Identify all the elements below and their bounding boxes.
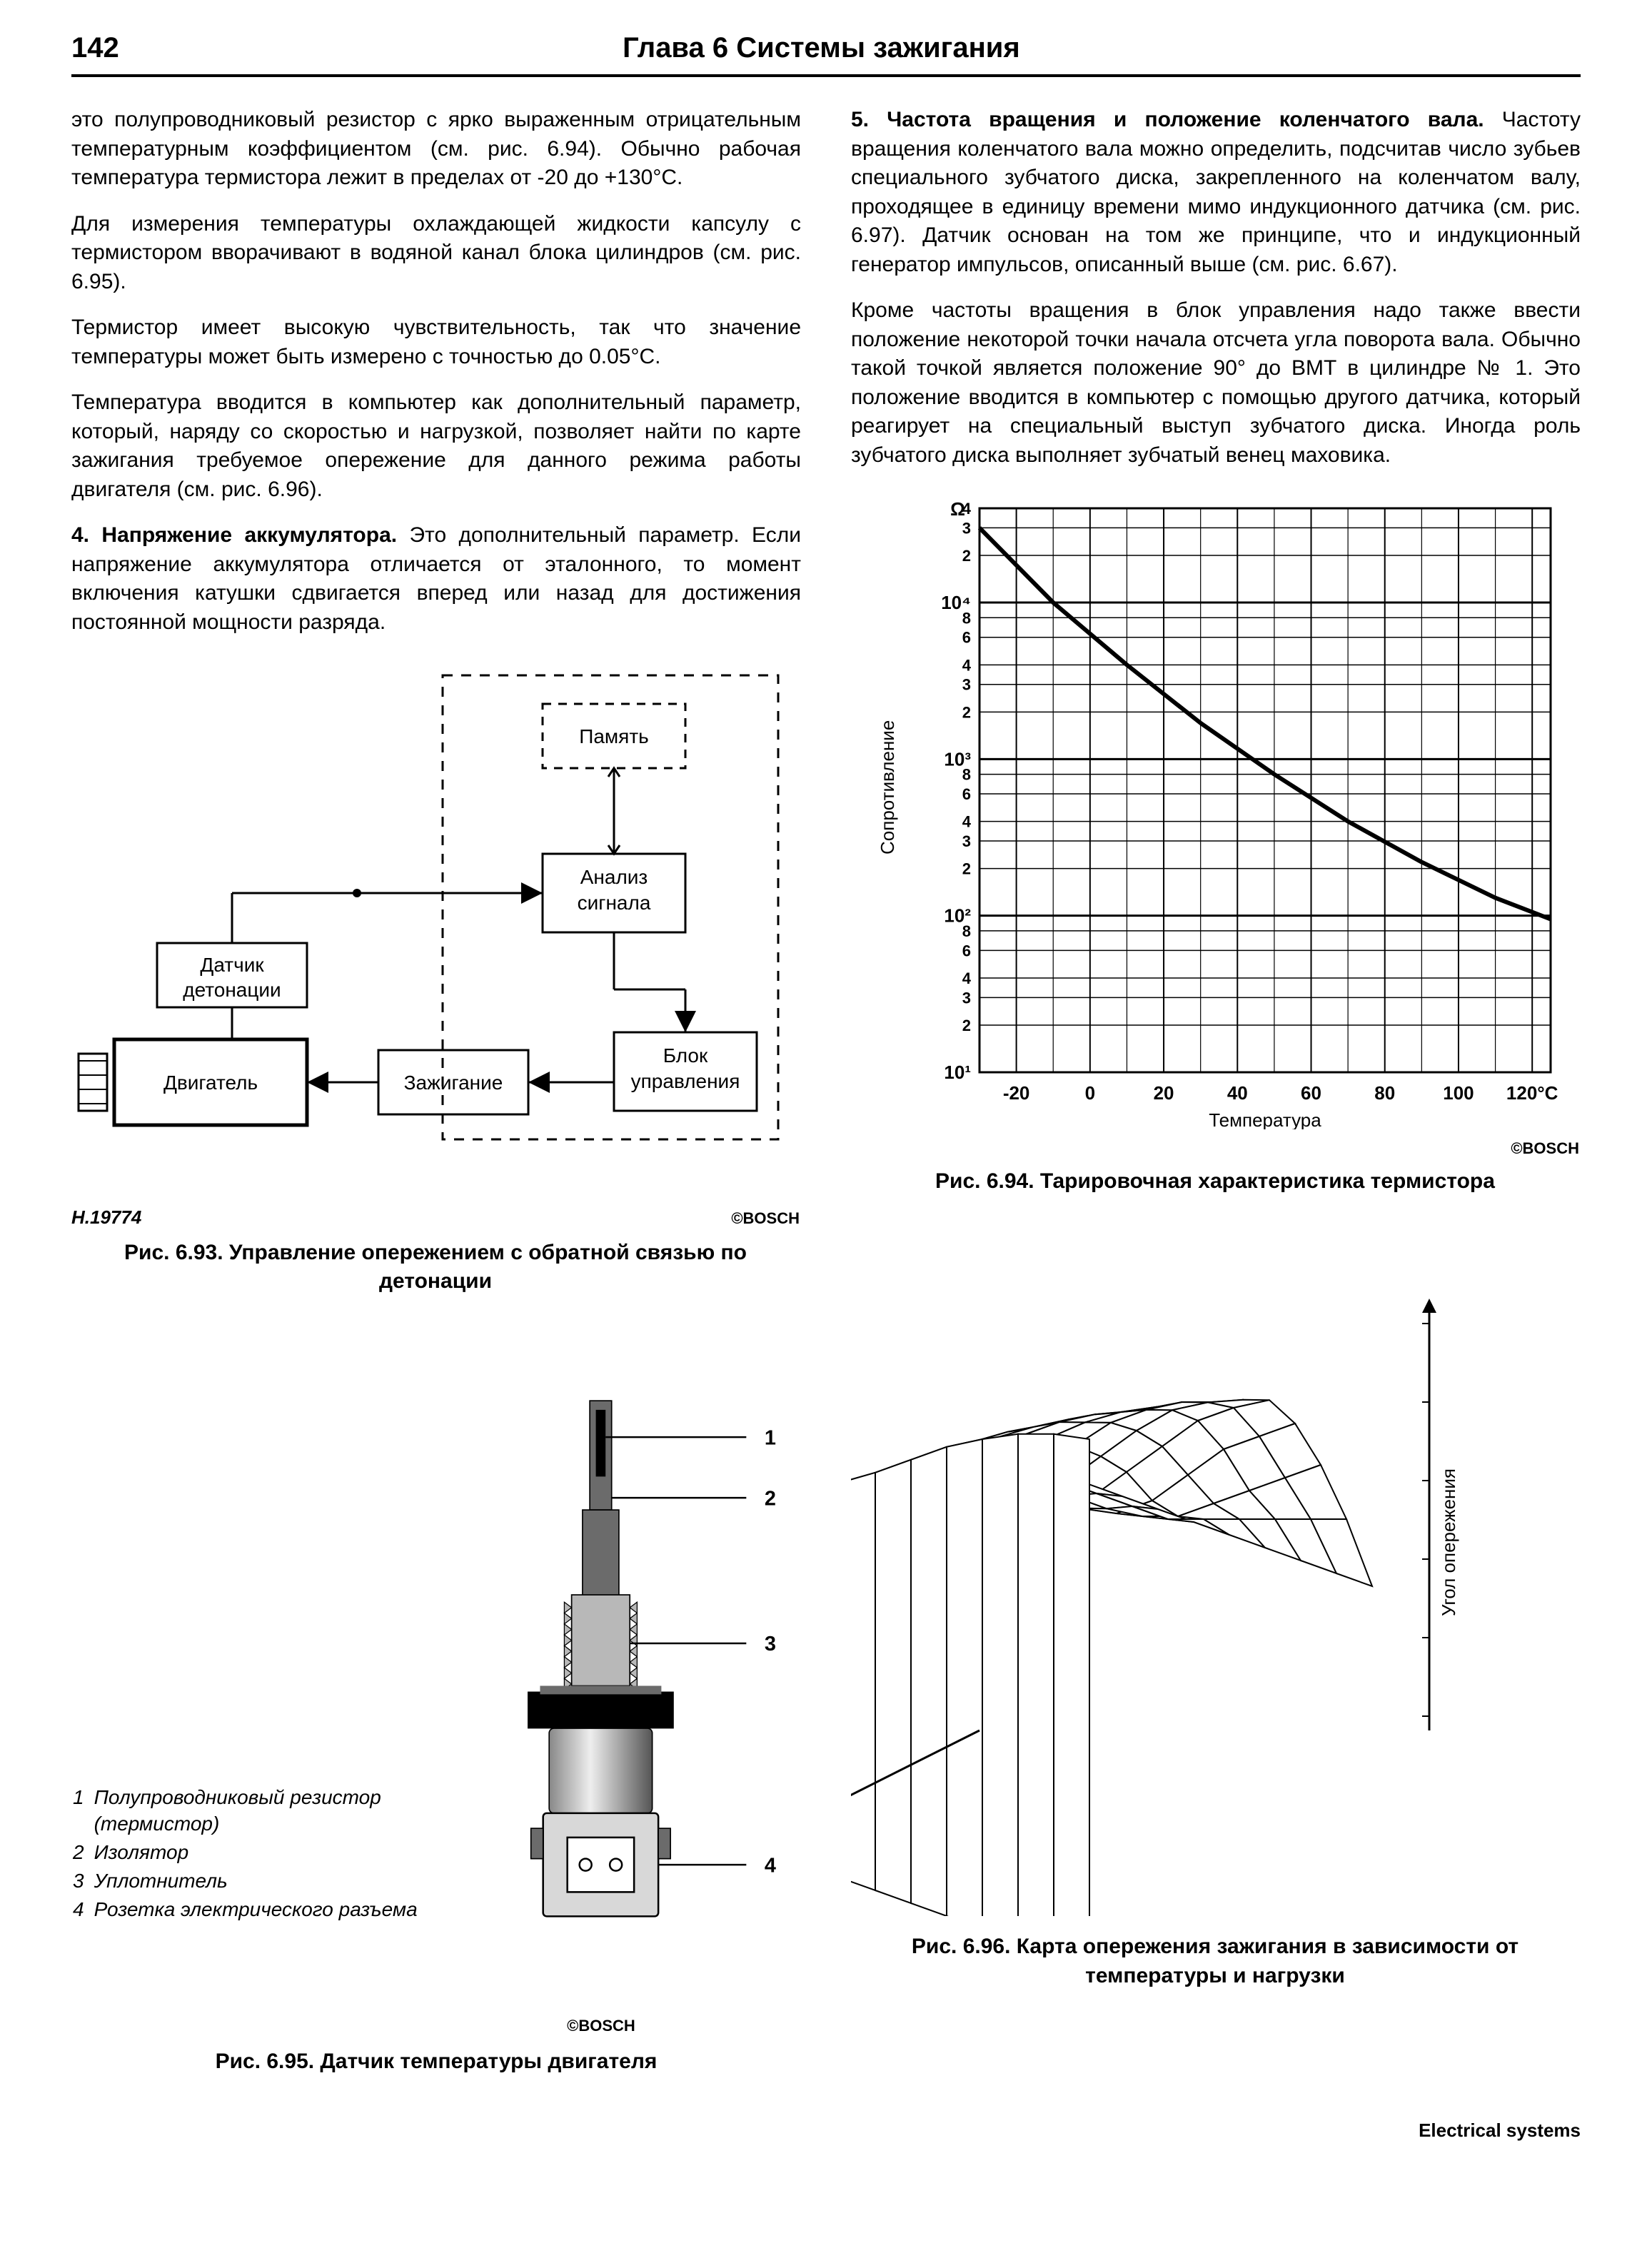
svg-text:6: 6	[962, 629, 971, 647]
svg-text:100: 100	[1443, 1082, 1474, 1104]
svg-text:60: 60	[1301, 1082, 1321, 1104]
para-r1: 5. Частота вращения и положение коленчат…	[851, 106, 1581, 279]
svg-text:4: 4	[962, 813, 972, 831]
svg-text:1: 1	[765, 1426, 776, 1449]
footer-text: Electrical systems	[71, 2118, 1581, 2143]
fig693-diagram: Память Анализ сигнала Блок управления Датчик д…	[71, 654, 800, 1196]
para-l5: 4. Напряжение аккумулятора. Это дополнит…	[71, 521, 801, 637]
para-l2: Для измерения температуры охлаждающей жи…	[71, 210, 801, 297]
svg-text:0: 0	[1085, 1082, 1095, 1104]
svg-text:40: 40	[1227, 1082, 1248, 1104]
legend-text: Уплотнитель	[94, 1868, 446, 1895]
legend-num: 1	[73, 1784, 93, 1838]
legend-text: Изолятор	[94, 1839, 446, 1866]
svg-text:Память: Память	[579, 725, 649, 747]
svg-text:4: 4	[962, 969, 972, 987]
svg-text:Сопротивление: Сопротивление	[877, 720, 898, 855]
para-l4: Температура вводится в компьютер как доп…	[71, 388, 801, 504]
svg-text:управления: управления	[631, 1070, 740, 1092]
fig695-bosch: ©BOSCH	[567, 2017, 635, 2035]
para-r1-body: Частоту вращения коленчатого вала можно …	[851, 108, 1581, 276]
svg-text:80: 80	[1374, 1082, 1395, 1104]
svg-text:2: 2	[962, 547, 971, 565]
fig695-sensor: 1 2 3 4	[461, 1325, 801, 2010]
svg-text:2: 2	[962, 703, 971, 721]
para-r1-label: 5. Частота вращения и положение коленчат…	[851, 108, 1484, 131]
legend-num: 4	[73, 1896, 93, 1923]
svg-text:Блок: Блок	[663, 1044, 708, 1067]
fig693-caption: Рис. 6.93. Управление опережением с обра…	[71, 1239, 800, 1296]
legend-num: 2	[73, 1839, 93, 1866]
legend-text: Розетка электрического разъема	[94, 1896, 446, 1923]
svg-text:120°С: 120°С	[1506, 1082, 1558, 1104]
svg-text:10²: 10²	[944, 905, 971, 927]
svg-text:Двигатель: Двигатель	[163, 1072, 258, 1094]
svg-text:2: 2	[962, 860, 971, 878]
svg-text:Анализ: Анализ	[580, 866, 648, 888]
svg-text:2: 2	[962, 1017, 971, 1034]
svg-text:3: 3	[765, 1633, 776, 1655]
para-l1: это полупроводниковый резистор с ярко вы…	[71, 106, 801, 193]
svg-text:сигнала: сигнала	[578, 892, 651, 914]
fig694-caption: Рис. 6.94. Тарировочная характеристика т…	[851, 1167, 1579, 1196]
legend-num: 3	[73, 1868, 93, 1895]
svg-text:10⁴: 10⁴	[941, 592, 971, 613]
svg-text:4: 4	[962, 656, 972, 674]
svg-text:6: 6	[962, 785, 971, 803]
right-column: 5. Частота вращения и положение коленчат…	[851, 106, 1581, 2097]
svg-text:20: 20	[1154, 1082, 1174, 1104]
para-l5-label: 4. Напряжение аккумулятора.	[71, 523, 397, 547]
svg-text:3: 3	[962, 989, 971, 1007]
svg-text:-20: -20	[1003, 1082, 1030, 1104]
para-r2: Кроме частоты вращения в блок управления…	[851, 296, 1581, 470]
svg-text:Датчик: Датчик	[200, 954, 264, 976]
svg-text:3: 3	[962, 832, 971, 850]
fig696-map: Угол опереженияТемпература двигателяНагр…	[851, 1216, 1579, 1916]
fig695-caption: Рис. 6.95. Датчик температуры двигателя	[71, 2047, 801, 2077]
svg-text:10¹: 10¹	[944, 1062, 971, 1083]
svg-text:Температура: Температура	[1209, 1109, 1321, 1129]
fig693-ref: H.19774	[71, 1205, 141, 1230]
fig694-chart: -20020406080100120°СТемператураΩ10¹23468…	[851, 487, 1579, 1129]
svg-text:Угол опережения: Угол опережения	[1438, 1468, 1459, 1616]
svg-text:4: 4	[962, 500, 972, 518]
fig696-caption: Рис. 6.96. Карта опережения зажигания в …	[851, 1932, 1579, 1990]
fig695-legend: 1Полупроводниковый резистор (термистор)2…	[71, 1783, 447, 1925]
svg-text:детонации: детонации	[183, 979, 281, 1001]
chapter-title: Глава 6 Системы зажигания	[148, 29, 1581, 67]
page-header: 142 Глава 6 Системы зажигания	[71, 29, 1581, 77]
left-column: это полупроводниковый резистор с ярко вы…	[71, 106, 801, 2097]
page-number: 142	[71, 29, 119, 67]
svg-text:4: 4	[765, 1854, 776, 1877]
svg-text:10³: 10³	[944, 748, 971, 770]
svg-text:Зажигание: Зажигание	[404, 1072, 503, 1094]
svg-text:2: 2	[765, 1487, 776, 1510]
para-l3: Термистор имеет высокую чувствительность…	[71, 313, 801, 371]
svg-text:3: 3	[962, 519, 971, 537]
svg-text:3: 3	[962, 676, 971, 694]
legend-text: Полупроводниковый резистор (термистор)	[94, 1784, 446, 1838]
fig693-bosch: ©BOSCH	[731, 1208, 800, 1229]
fig694-bosch: ©BOSCH	[1511, 1138, 1579, 1159]
svg-text:6: 6	[962, 942, 971, 959]
